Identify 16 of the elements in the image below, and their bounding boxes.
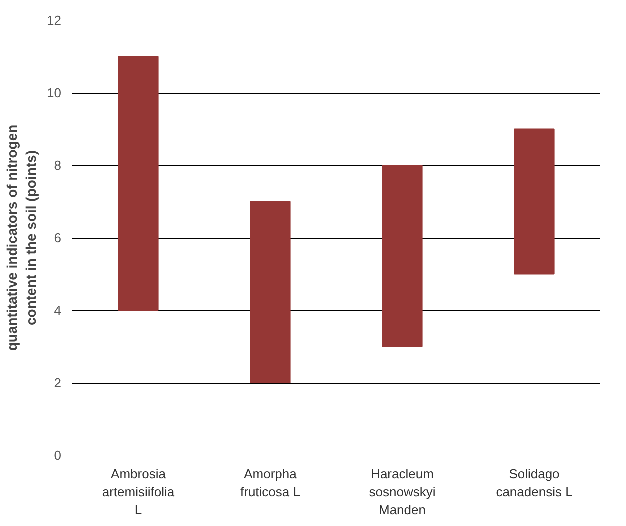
bar	[382, 165, 423, 348]
y-tick-label: 6	[54, 230, 62, 246]
x-tick-label: Solidago canadensis L	[496, 466, 573, 500]
bar	[514, 128, 555, 275]
y-tick-label: 12	[47, 13, 62, 28]
y-tick-label: 2	[54, 376, 62, 390]
x-tick-label: Ambrosia artemisiifolia L	[102, 466, 176, 518]
y-tick-label: 10	[47, 86, 62, 100]
y-tick-label: 8	[54, 158, 62, 173]
y-axis-title: quantitative indicators of nitrogen content in the soil (points)	[4, 124, 40, 352]
bar	[118, 56, 159, 311]
y-tick-label: 0	[54, 448, 62, 463]
x-tick-label: Haracleum sosnowskyi Manden	[369, 466, 436, 518]
bar	[250, 201, 291, 384]
y-tick-label: 4	[54, 303, 62, 318]
x-tick-label: Amorpha fruticosa L	[240, 466, 300, 500]
